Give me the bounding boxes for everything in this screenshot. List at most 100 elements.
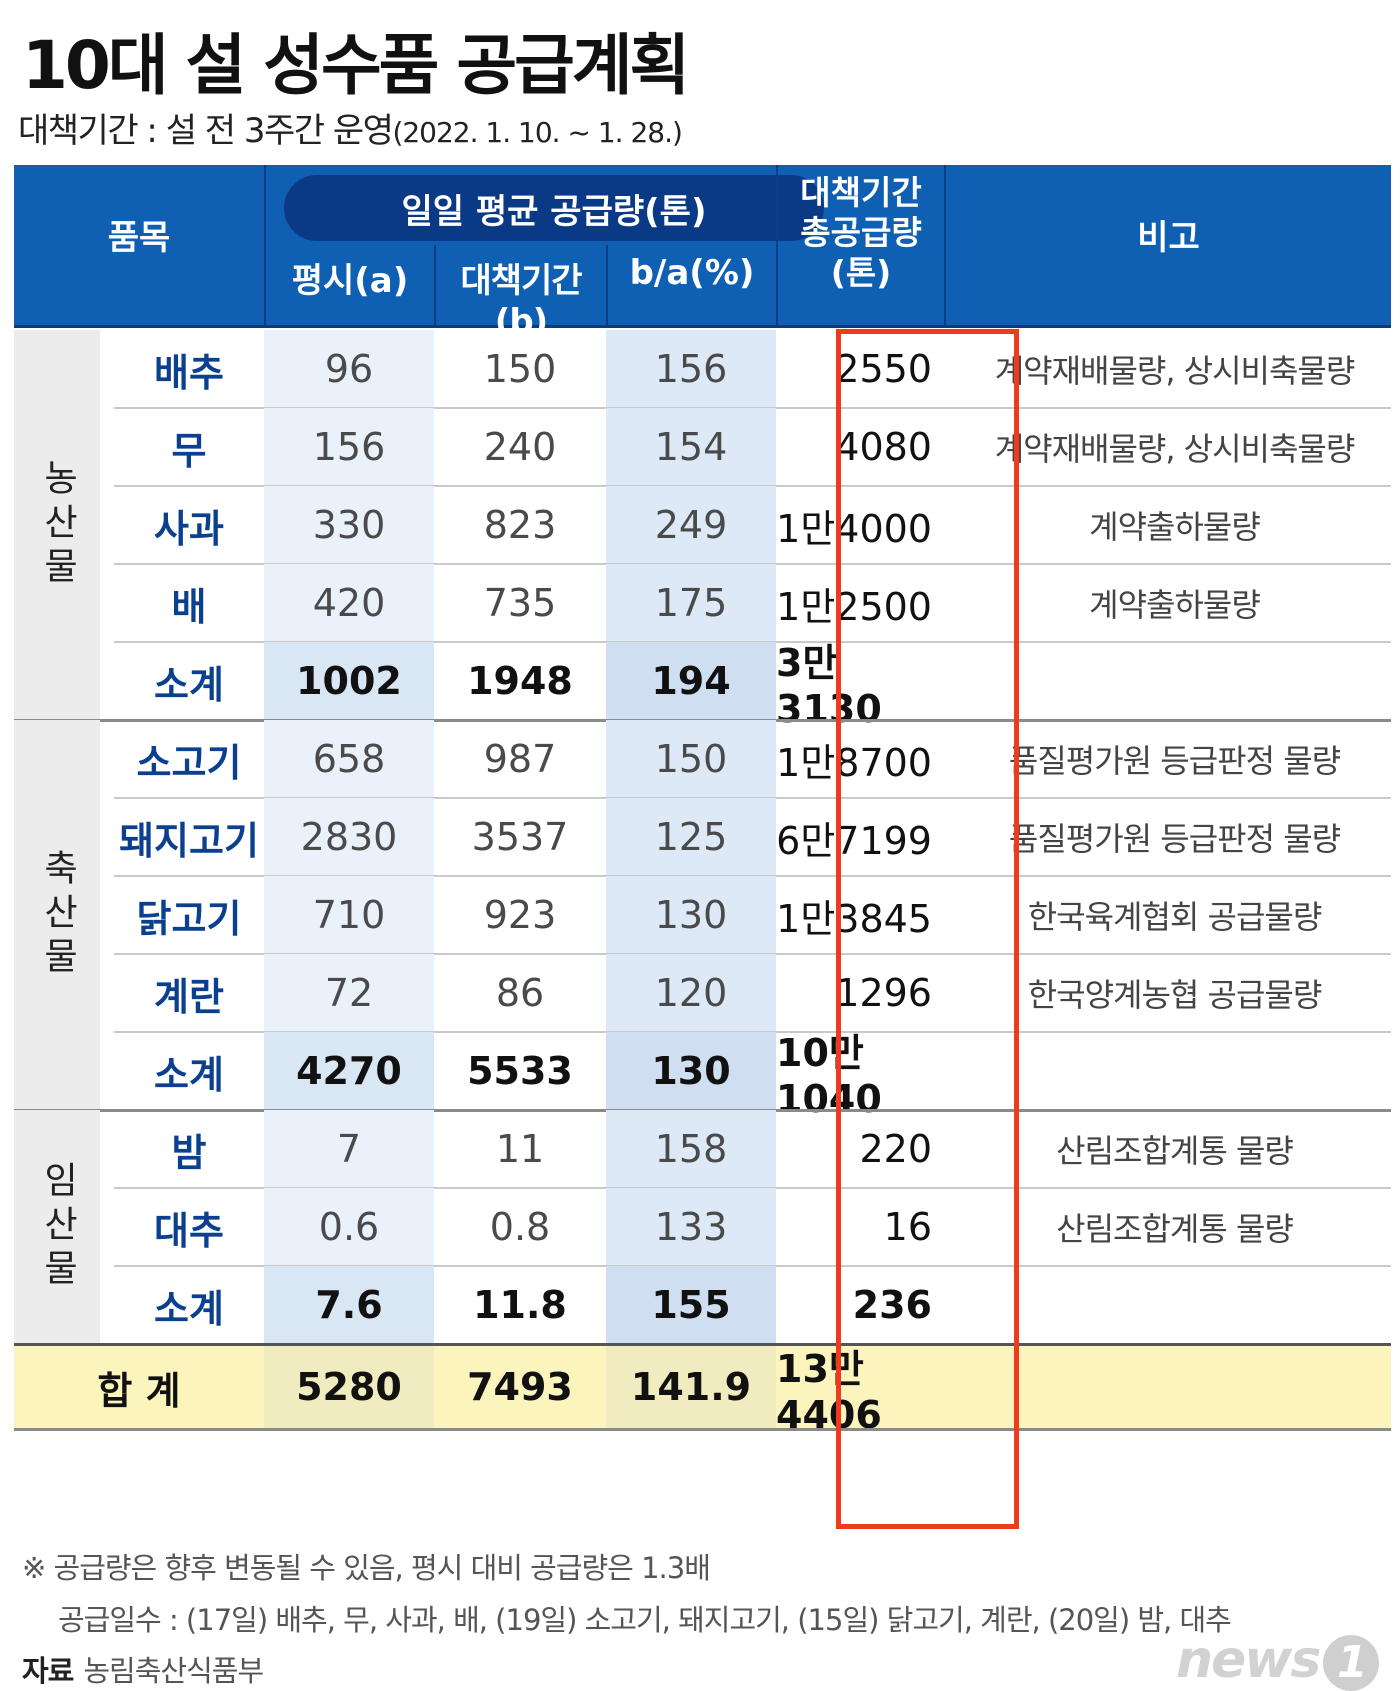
category-0: 농산물 — [14, 330, 100, 720]
cell-b: 987 — [483, 737, 557, 781]
cell-a: 96 — [264, 330, 434, 408]
category-1: 축산물 — [14, 720, 100, 1110]
source-text: 농림축산식품부 — [83, 1654, 264, 1688]
cell-ratio: 249 — [606, 486, 776, 564]
cell-a: 4270 — [264, 1032, 434, 1110]
cell-total: 220 — [859, 1127, 932, 1171]
cell-b: 1948 — [467, 659, 573, 703]
cell-note: 계약출하물량 — [1089, 586, 1261, 624]
cell-note: 품질평가원 등급판정 물량 — [1008, 742, 1341, 780]
cell-a: 1002 — [264, 642, 434, 720]
subtitle-period: (2022. 1. 10. ~ 1. 28.) — [392, 116, 682, 149]
cell-b: 923 — [483, 893, 557, 937]
category-label: 임산물 — [37, 1161, 78, 1293]
cell-a: 156 — [264, 408, 434, 486]
page-subtitle: 대책기간 : 설 전 3주간 운영(2022. 1. 10. ~ 1. 28.) — [18, 103, 683, 152]
cell-item: 소계 — [154, 1286, 224, 1331]
cell-ratio: 194 — [606, 642, 776, 720]
cell-item: 사과 — [154, 506, 224, 551]
header-note: 비고 — [1137, 218, 1200, 258]
subtitle-main: 대책기간 : 설 전 3주간 운영 — [18, 111, 394, 151]
sum-cell-b: 7493 — [467, 1365, 573, 1409]
cell-total: 3만3130 — [776, 640, 882, 731]
cell-note — [944, 1266, 1400, 1344]
cell-ratio: 133 — [606, 1188, 776, 1266]
header-total-line2: 총공급량 — [800, 213, 922, 252]
cell-a: 2830 — [264, 798, 434, 876]
cell-item: 소고기 — [136, 740, 242, 785]
cell-b: 11.8 — [473, 1283, 567, 1327]
logo-text: news — [1176, 1630, 1321, 1690]
cell-a: 330 — [264, 486, 434, 564]
cell-ratio: 130 — [606, 876, 776, 954]
cell-ratio: 120 — [606, 954, 776, 1032]
sum-cell-ratio: 141.9 — [630, 1365, 752, 1409]
category-2: 임산물 — [14, 1110, 100, 1344]
cell-b: 0.8 — [489, 1205, 551, 1249]
category-label: 축산물 — [37, 849, 78, 981]
cell-note: 한국육계협회 공급물량 — [1027, 898, 1323, 936]
cell-b: 5533 — [467, 1049, 573, 1093]
cell-note: 산림조합계통 물량 — [1056, 1132, 1294, 1170]
cell-a: 420 — [264, 564, 434, 642]
cell-note — [944, 1032, 1400, 1110]
header-col-a: 평시(a) — [291, 261, 409, 301]
cell-a: 7 — [264, 1110, 434, 1188]
footnote-1: ※ 공급량은 향후 변동될 수 있음, 평시 대비 공급량은 1.3배 — [22, 1551, 711, 1585]
cell-total: 4080 — [835, 425, 932, 469]
cell-a: 72 — [264, 954, 434, 1032]
cell-total: 1만4000 — [776, 506, 932, 551]
cell-note: 품질평가원 등급판정 물량 — [1008, 820, 1341, 858]
header-col-ratio: b/a(%) — [629, 253, 755, 293]
cell-ratio: 175 — [606, 564, 776, 642]
cell-note: 산림조합계통 물량 — [1056, 1210, 1294, 1248]
cell-total: 16 — [883, 1205, 932, 1249]
cell-b: 150 — [483, 347, 557, 391]
cell-item: 대추 — [154, 1208, 224, 1253]
source-line: 자료 농림축산식품부 — [22, 1648, 264, 1690]
sum-cell-a: 5280 — [296, 1365, 402, 1409]
category-label: 농산물 — [37, 459, 78, 591]
header-total-line3: (톤) — [830, 253, 892, 292]
cell-note: 계약재배물량, 상시비축물량 — [994, 430, 1356, 468]
source-label: 자료 — [22, 1654, 74, 1688]
sum-shade — [606, 1346, 776, 1428]
cell-total: 6만7199 — [776, 818, 932, 863]
cell-b: 823 — [483, 503, 557, 547]
cell-item: 배 — [171, 584, 207, 629]
cell-a: 0.6 — [264, 1188, 434, 1266]
cell-item: 계란 — [154, 974, 224, 1019]
cell-item: 소계 — [154, 662, 224, 707]
cell-b: 3537 — [471, 815, 569, 859]
page-title: 10대 설 성수품 공급계획 — [22, 27, 690, 104]
cell-total: 1만8700 — [776, 740, 932, 785]
header-group: 일일 평균 공급량(톤) — [284, 175, 824, 241]
cell-b: 240 — [483, 425, 557, 469]
header-total-line1: 대책기간 — [800, 173, 922, 212]
cell-note — [944, 642, 1400, 720]
footnote-2: 공급일수 : (17일) 배추, 무, 사과, 배, (19일) 소고기, 돼지… — [58, 1603, 1232, 1637]
cell-item: 밤 — [171, 1130, 207, 1175]
cell-a: 658 — [264, 720, 434, 798]
cell-ratio: 130 — [606, 1032, 776, 1110]
cell-total: 1296 — [835, 971, 932, 1015]
header-item: 품목 — [107, 218, 171, 258]
cell-item: 닭고기 — [136, 896, 242, 941]
cell-ratio: 158 — [606, 1110, 776, 1188]
cell-total: 10만1040 — [776, 1030, 882, 1121]
sum-bottom-line — [14, 1428, 1391, 1431]
cell-total: 236 — [852, 1283, 932, 1327]
sum-top-line — [14, 1343, 1391, 1346]
cell-note: 계약재배물량, 상시비축물량 — [994, 352, 1356, 390]
header-col-b: 대책기간(b) — [460, 261, 582, 342]
cell-total: 1만3845 — [776, 896, 932, 941]
cell-item: 돼지고기 — [119, 818, 259, 863]
cell-b: 11 — [495, 1127, 545, 1171]
sum-cell-total: 13만4406 — [776, 1346, 882, 1437]
cell-ratio: 125 — [606, 798, 776, 876]
cell-ratio: 154 — [606, 408, 776, 486]
cell-item: 배추 — [154, 350, 224, 395]
logo-badge: 1 — [1323, 1635, 1380, 1691]
cell-note: 한국양계농협 공급물량 — [1027, 976, 1323, 1014]
sum-cell-item: 합 계 — [97, 1368, 181, 1413]
